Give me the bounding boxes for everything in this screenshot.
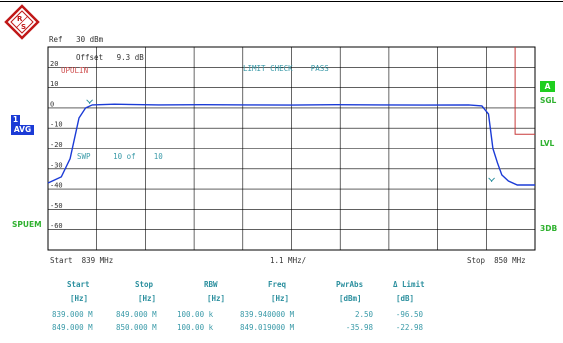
rohde-schwarz-logo-icon: R S (4, 4, 40, 40)
y-tick-label: -20 (50, 141, 63, 149)
marker-icon (488, 177, 495, 182)
table-cell: -35.98 (345, 323, 373, 332)
table-unit-5: [dB] (396, 294, 415, 303)
trace-a-badge[interactable]: A (540, 81, 555, 92)
table-header-3: Freq (268, 280, 287, 289)
table-cell: -22.98 (395, 323, 423, 332)
y-tick-label: -40 (50, 182, 63, 190)
ref-value: 30 dBm (76, 35, 104, 44)
spectrum-trace (47, 103, 535, 186)
sweep-of: of (126, 152, 136, 161)
table-cell: 839.940000 M (240, 310, 295, 319)
table-unit-0: [Hz] (70, 294, 89, 303)
y-tick-label: -10 (50, 121, 63, 129)
y-tick-label: -30 (50, 161, 63, 169)
table-header-2: RBW (204, 280, 218, 289)
stop-label: Stop (467, 256, 486, 265)
table-unit-1: [Hz] (138, 294, 157, 303)
table-cell: 100.00 k (177, 310, 214, 319)
table-cell: 849.000 M (52, 323, 93, 332)
limit-check-label: LIMIT CHECK (243, 64, 293, 73)
lvl-label: LVL (540, 139, 555, 148)
limit-check-status: LIMIT CHECK PASS (243, 64, 329, 74)
table-cell: 849.000 M (116, 310, 157, 319)
y-tick-label: 10 (50, 80, 58, 88)
sweep-count: SWP 10 of 10 (77, 152, 163, 162)
table-header-5: Δ Limit (393, 280, 425, 289)
table-cell: 839.000 M (52, 310, 93, 319)
offset-label: Offset (76, 53, 104, 62)
start-label: Start (50, 256, 73, 265)
sweep-total: 10 (153, 152, 163, 161)
3db-label: 3DB (540, 224, 558, 233)
table-cell: 849.019000 M (240, 323, 295, 332)
limit-line-name: UPOLIN (61, 66, 89, 75)
table-header-1: Stop (135, 280, 154, 289)
trace-number-badge[interactable]: 1 (11, 115, 20, 125)
stop-frequency: Stop 850 MHz (467, 256, 526, 266)
table-header-4: PwrAbs (336, 280, 364, 289)
offset-readout: Offset 9.3 dB (76, 53, 144, 63)
limit-line (514, 47, 535, 135)
y-tick-label: 0 (50, 100, 54, 108)
table-unit-4: [dBm] (339, 294, 362, 303)
top-border (0, 1, 563, 2)
table-header-0: Start (67, 280, 90, 289)
ref-label: Ref (49, 35, 63, 44)
marker-icon (86, 99, 93, 104)
y-tick-label: -50 (50, 202, 63, 210)
ref-level-readout: Ref 30 dBm (49, 35, 103, 45)
table-cell: 850.000 M (116, 323, 157, 332)
sweep-label: SWP (77, 152, 91, 161)
sgl-label: SGL (540, 96, 557, 105)
table-cell: -96.50 (395, 310, 423, 319)
frequency-per-division: 1.1 MHz/ (270, 256, 307, 265)
sweep-current: 10 (113, 152, 123, 161)
svg-text:R: R (17, 15, 23, 23)
start-frequency: Start 839 MHz (50, 256, 113, 266)
table-cell: 2.50 (354, 310, 373, 319)
table-cell: 100.00 k (177, 323, 214, 332)
offset-value: 9.3 dB (116, 53, 144, 62)
limit-check-result: PASS (310, 64, 329, 73)
start-value: 839 MHz (81, 256, 114, 265)
table-unit-2: [Hz] (207, 294, 226, 303)
y-tick-label: 20 (50, 60, 58, 68)
svg-text:S: S (21, 23, 26, 31)
table-unit-3: [Hz] (271, 294, 290, 303)
detector-badge[interactable]: AVG (11, 125, 34, 135)
mode-label: SPUEM (12, 220, 42, 229)
stop-value: 850 MHz (494, 256, 526, 265)
y-tick-label: -60 (50, 222, 63, 230)
